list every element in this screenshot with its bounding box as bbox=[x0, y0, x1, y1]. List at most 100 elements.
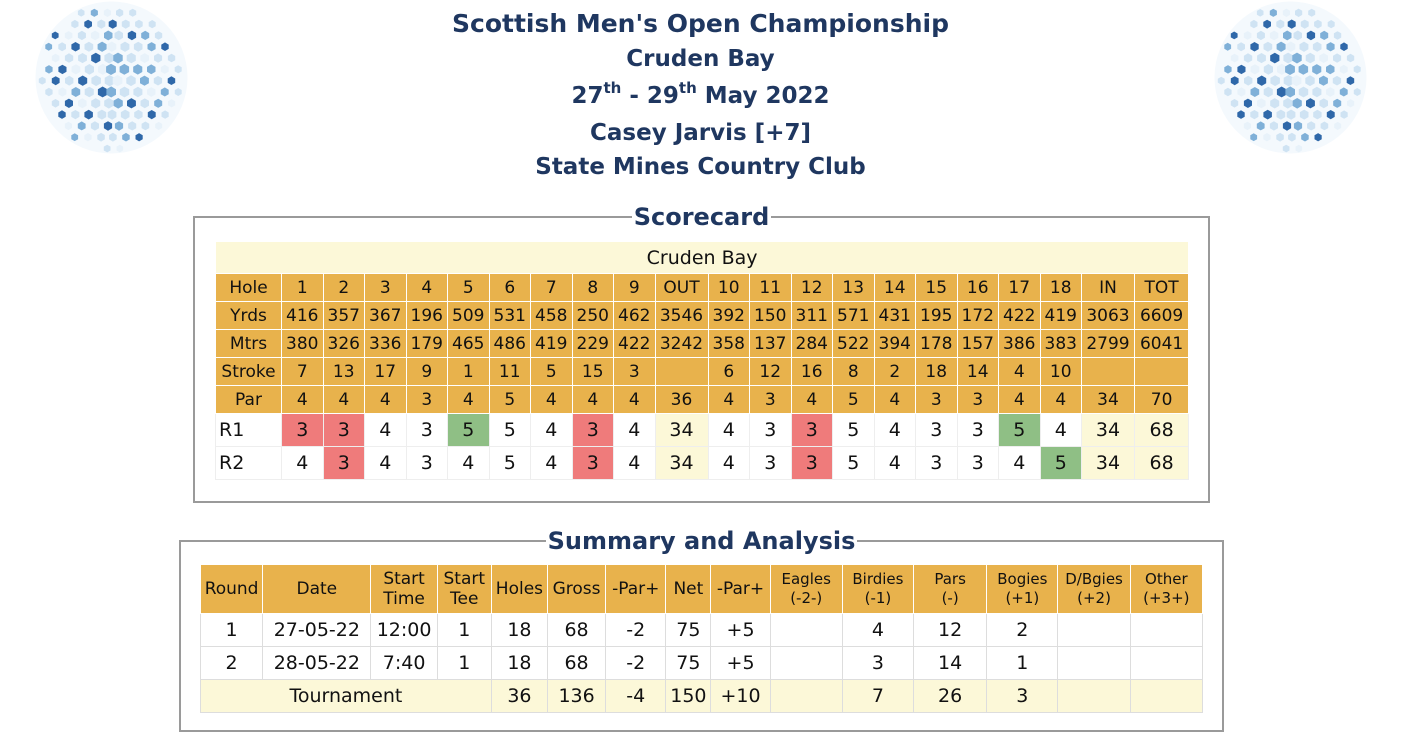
scorecard-cell: 4 bbox=[571, 385, 614, 414]
scorecard-cell: 3 bbox=[956, 385, 999, 414]
total-score-cell: 68 bbox=[1133, 413, 1190, 447]
player-club: State Mines Country Club bbox=[535, 154, 866, 180]
tournament-dates: 27th - 29th May 2022 bbox=[571, 79, 830, 110]
header-line: D/Bgies bbox=[1065, 570, 1123, 588]
scorecard-cell bbox=[654, 357, 709, 386]
scorecard-cell: 157 bbox=[956, 329, 999, 358]
scorecard-cell: 11 bbox=[488, 357, 531, 386]
scorecard-cell: 5 bbox=[832, 385, 875, 414]
summary-total-cell: 36 bbox=[490, 679, 548, 713]
birdie-score-cell: 3 bbox=[790, 446, 833, 480]
scorecard-cell: 7 bbox=[281, 357, 324, 386]
scorecard-cell: 4 bbox=[998, 357, 1041, 386]
header-line: Birdies bbox=[852, 570, 904, 588]
scorecard-cell: 422 bbox=[613, 329, 656, 358]
header-line: Bogies bbox=[997, 570, 1048, 588]
scorecard-cell: 16 bbox=[956, 273, 999, 302]
score-cell: 5 bbox=[488, 446, 531, 480]
header-line: Start bbox=[443, 569, 486, 589]
summary-cell: 12 bbox=[913, 613, 988, 647]
scorecard-cell: 4 bbox=[447, 385, 490, 414]
summary-header: Round bbox=[199, 564, 264, 614]
scorecard-cell: 195 bbox=[915, 301, 958, 330]
summary-cell bbox=[769, 613, 843, 647]
summary-cell: 2 bbox=[199, 646, 264, 680]
summary-header: Holes bbox=[490, 564, 548, 614]
score-cell: 3 bbox=[405, 413, 448, 447]
scorecard-cell: 229 bbox=[571, 329, 614, 358]
scorecard-cell: 6041 bbox=[1133, 329, 1190, 358]
summary-header: Date bbox=[262, 564, 372, 614]
score-cell: 3 bbox=[956, 413, 999, 447]
scorecard-cell: 358 bbox=[707, 329, 750, 358]
scorecard-cell: 4 bbox=[613, 385, 656, 414]
scorecard-cell: 11 bbox=[749, 273, 792, 302]
scorecard-cell: 4 bbox=[530, 385, 573, 414]
scorecard-cell: 15 bbox=[571, 357, 614, 386]
total-score-cell: 68 bbox=[1133, 446, 1190, 480]
summary-cell bbox=[769, 646, 843, 680]
scorecard-table: Cruden Bay Hole 1 2 3 4 5 6 7 8 9 OUT 10 11 12 13 14 15 16… bbox=[214, 241, 1190, 480]
birdie-score-cell: 3 bbox=[571, 413, 614, 447]
header-line: Eagles bbox=[781, 570, 831, 588]
scorecard-cell: 9 bbox=[613, 273, 656, 302]
total-score-cell: 34 bbox=[1081, 446, 1135, 480]
summary-header: Gross bbox=[546, 564, 607, 614]
scorecard-cell: 6 bbox=[488, 273, 531, 302]
scorecard-cell: 336 bbox=[364, 329, 407, 358]
scorecard-cell: 34 bbox=[1081, 385, 1135, 414]
scorecard-cell: 1 bbox=[281, 273, 324, 302]
scorecard-cell: 36 bbox=[654, 385, 709, 414]
scorecard-cell: 4 bbox=[1039, 385, 1082, 414]
scorecard-legend: Scorecard bbox=[633, 203, 770, 231]
scorecard-cell: 5 bbox=[530, 357, 573, 386]
scorecard-cell: 416 bbox=[281, 301, 324, 330]
championship-title: Scottish Men's Open Championship bbox=[452, 9, 949, 38]
scorecard-cell: 16 bbox=[790, 357, 833, 386]
scorecard-cell: 3546 bbox=[654, 301, 709, 330]
scorecard-cell: 18 bbox=[1039, 273, 1082, 302]
scorecard-row-yrds: Yrds 416 357 367 196 509 531 458 250 462 3546 392 15… bbox=[215, 301, 1190, 330]
score-cell: 4 bbox=[707, 413, 750, 447]
score-cell: 3 bbox=[915, 446, 958, 480]
scorecard-cell: 12 bbox=[749, 357, 792, 386]
header-line: (+1) bbox=[1005, 589, 1040, 607]
score-cell: 4 bbox=[447, 446, 490, 480]
scorecard-cell: 431 bbox=[873, 301, 916, 330]
row-label: Yrds bbox=[215, 301, 282, 330]
summary-total-cell: +10 bbox=[710, 679, 771, 713]
total-score-cell: 34 bbox=[654, 446, 709, 480]
scorecard-cell: 383 bbox=[1039, 329, 1082, 358]
score-cell: 3 bbox=[405, 446, 448, 480]
summary-header: Start Tee bbox=[436, 564, 492, 614]
scorecard-cell: 509 bbox=[447, 301, 490, 330]
header-line: Net bbox=[673, 579, 704, 599]
summary-legend: Summary and Analysis bbox=[547, 527, 856, 555]
score-cell: 4 bbox=[530, 413, 573, 447]
scorecard-cell: 1 bbox=[447, 357, 490, 386]
bogey-score-cell: 5 bbox=[998, 413, 1041, 447]
scorecard-cell: 422 bbox=[998, 301, 1041, 330]
row-label: Mtrs bbox=[215, 329, 282, 358]
summary-cell: -2 bbox=[605, 646, 667, 680]
header-line: Holes bbox=[495, 579, 544, 599]
score-cell: 5 bbox=[832, 446, 875, 480]
scorecard-cell: 5 bbox=[447, 273, 490, 302]
total-score-cell: 34 bbox=[654, 413, 709, 447]
summary-header: Start Time bbox=[370, 564, 438, 614]
scorecard-cell: 4 bbox=[364, 385, 407, 414]
birdie-score-cell: 3 bbox=[571, 446, 614, 480]
score-cell: 3 bbox=[749, 446, 792, 480]
summary-cell: 75 bbox=[665, 646, 712, 680]
scorecard-cell: 8 bbox=[571, 273, 614, 302]
scorecard-row-stroke: Stroke 7 13 17 9 1 11 5 15 3 6 12 16 8 2 18 14 4 10 bbox=[215, 357, 1190, 386]
scorecard-cell: 357 bbox=[322, 301, 365, 330]
scorecard-cell: 4 bbox=[322, 385, 365, 414]
header-line: Pars bbox=[934, 570, 966, 588]
summary-header: -Par+ bbox=[605, 564, 667, 614]
header-line: (+3+) bbox=[1143, 589, 1190, 607]
scorecard-cell: 4 bbox=[873, 385, 916, 414]
summary-header: Birdies (-1) bbox=[841, 564, 915, 614]
scorecard-cell: 13 bbox=[832, 273, 875, 302]
header-line: (-2-) bbox=[790, 589, 823, 607]
